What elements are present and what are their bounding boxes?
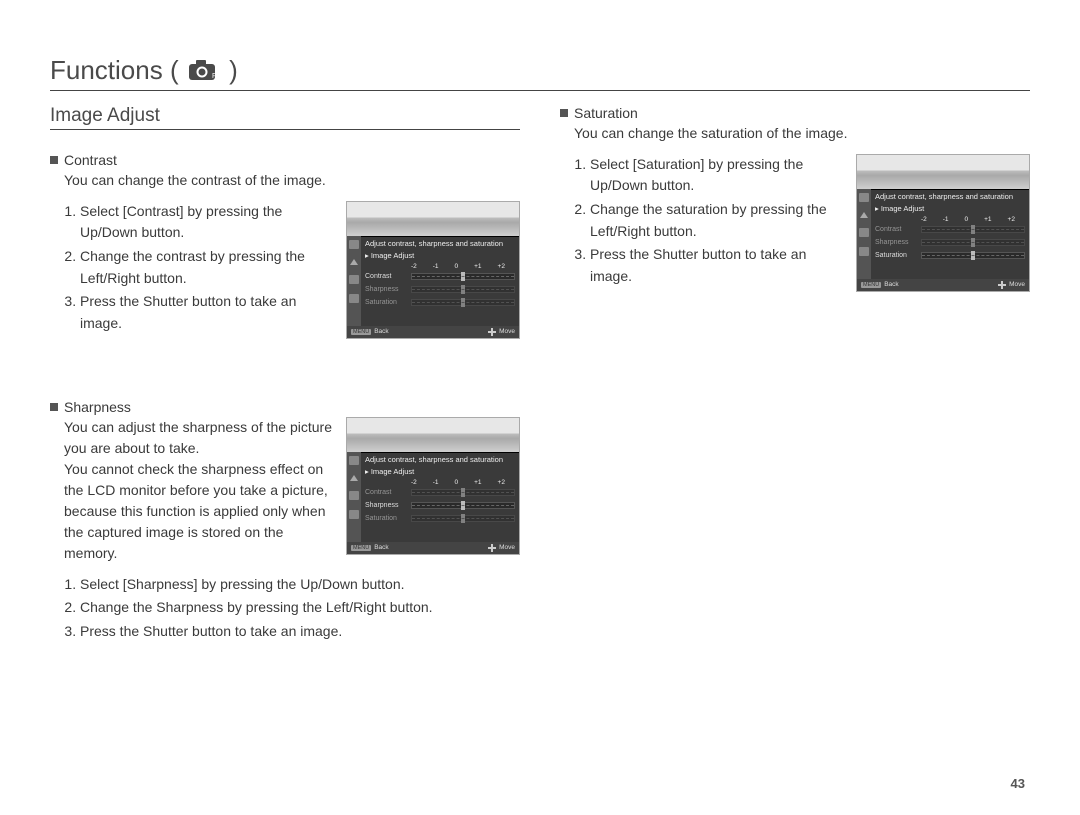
sharpness-row: You can adjust the sharpness of the pict… (50, 417, 520, 574)
right-column: Saturation You can change the saturation… (560, 105, 1030, 671)
lcd-contrast: Adjust contrast, sharpness and saturatio… (346, 201, 520, 339)
title-row: Functions ( Fn ) (50, 55, 1030, 91)
step: Change the saturation by pressing the Le… (590, 199, 842, 242)
step: Press the Shutter button to take an imag… (590, 244, 842, 287)
manual-page: Functions ( Fn ) Image Adjust C (0, 0, 1080, 815)
svg-text:Fn: Fn (212, 73, 220, 80)
sharpness-heading-text: Sharpness (64, 399, 131, 415)
sharpness-intro1: You can adjust the sharpness of the pict… (64, 417, 332, 459)
step: Select [Sharpness] by pressing the Up/Do… (80, 574, 520, 596)
step: Press the Shutter button to take an imag… (80, 291, 332, 334)
step: Select [Saturation] by pressing the Up/D… (590, 154, 842, 197)
saturation-heading: Saturation (560, 105, 1030, 121)
page-number: 43 (1011, 776, 1025, 791)
contrast-block: Contrast You can change the contrast of … (50, 152, 520, 339)
contrast-intro: You can change the contrast of the image… (64, 170, 520, 191)
saturation-intro: You can change the saturation of the ima… (574, 123, 1030, 144)
section-title: Image Adjust (50, 105, 520, 130)
saturation-steps: Select [Saturation] by pressing the Up/D… (574, 154, 842, 292)
saturation-block: Saturation You can change the saturation… (560, 105, 1030, 292)
lcd-saturation: Adjust contrast, sharpness and saturatio… (856, 154, 1030, 292)
saturation-heading-text: Saturation (574, 105, 638, 121)
sharpness-intro2: You cannot check the sharpness effect on… (64, 459, 332, 564)
bullet-square (560, 109, 568, 117)
step: Change the Sharpness by pressing the Lef… (80, 597, 520, 619)
contrast-heading-text: Contrast (64, 152, 117, 168)
step: Change the contrast by pressing the Left… (80, 246, 332, 289)
left-column: Image Adjust Contrast You can change the… (50, 105, 520, 671)
sharpness-block: Sharpness You can adjust the sharpness o… (50, 399, 520, 643)
bullet-square (50, 403, 58, 411)
lcd-sharpness: Adjust contrast, sharpness and saturatio… (346, 417, 520, 555)
saturation-row: Select [Saturation] by pressing the Up/D… (560, 154, 1030, 292)
sharpness-heading: Sharpness (50, 399, 520, 415)
title-prefix: Functions ( (50, 55, 179, 85)
bullet-square (50, 156, 58, 164)
contrast-steps: Select [Contrast] by pressing the Up/Dow… (64, 201, 332, 339)
step: Select [Contrast] by pressing the Up/Dow… (80, 201, 332, 244)
page-title: Functions ( Fn ) (50, 55, 238, 88)
contrast-row: Select [Contrast] by pressing the Up/Dow… (50, 201, 520, 339)
content-columns: Image Adjust Contrast You can change the… (50, 105, 1030, 671)
camera-icon: Fn (188, 57, 220, 88)
sharpness-steps: Select [Sharpness] by pressing the Up/Do… (64, 574, 520, 643)
title-suffix: ) (229, 55, 238, 85)
contrast-heading: Contrast (50, 152, 520, 168)
step: Press the Shutter button to take an imag… (80, 621, 520, 643)
